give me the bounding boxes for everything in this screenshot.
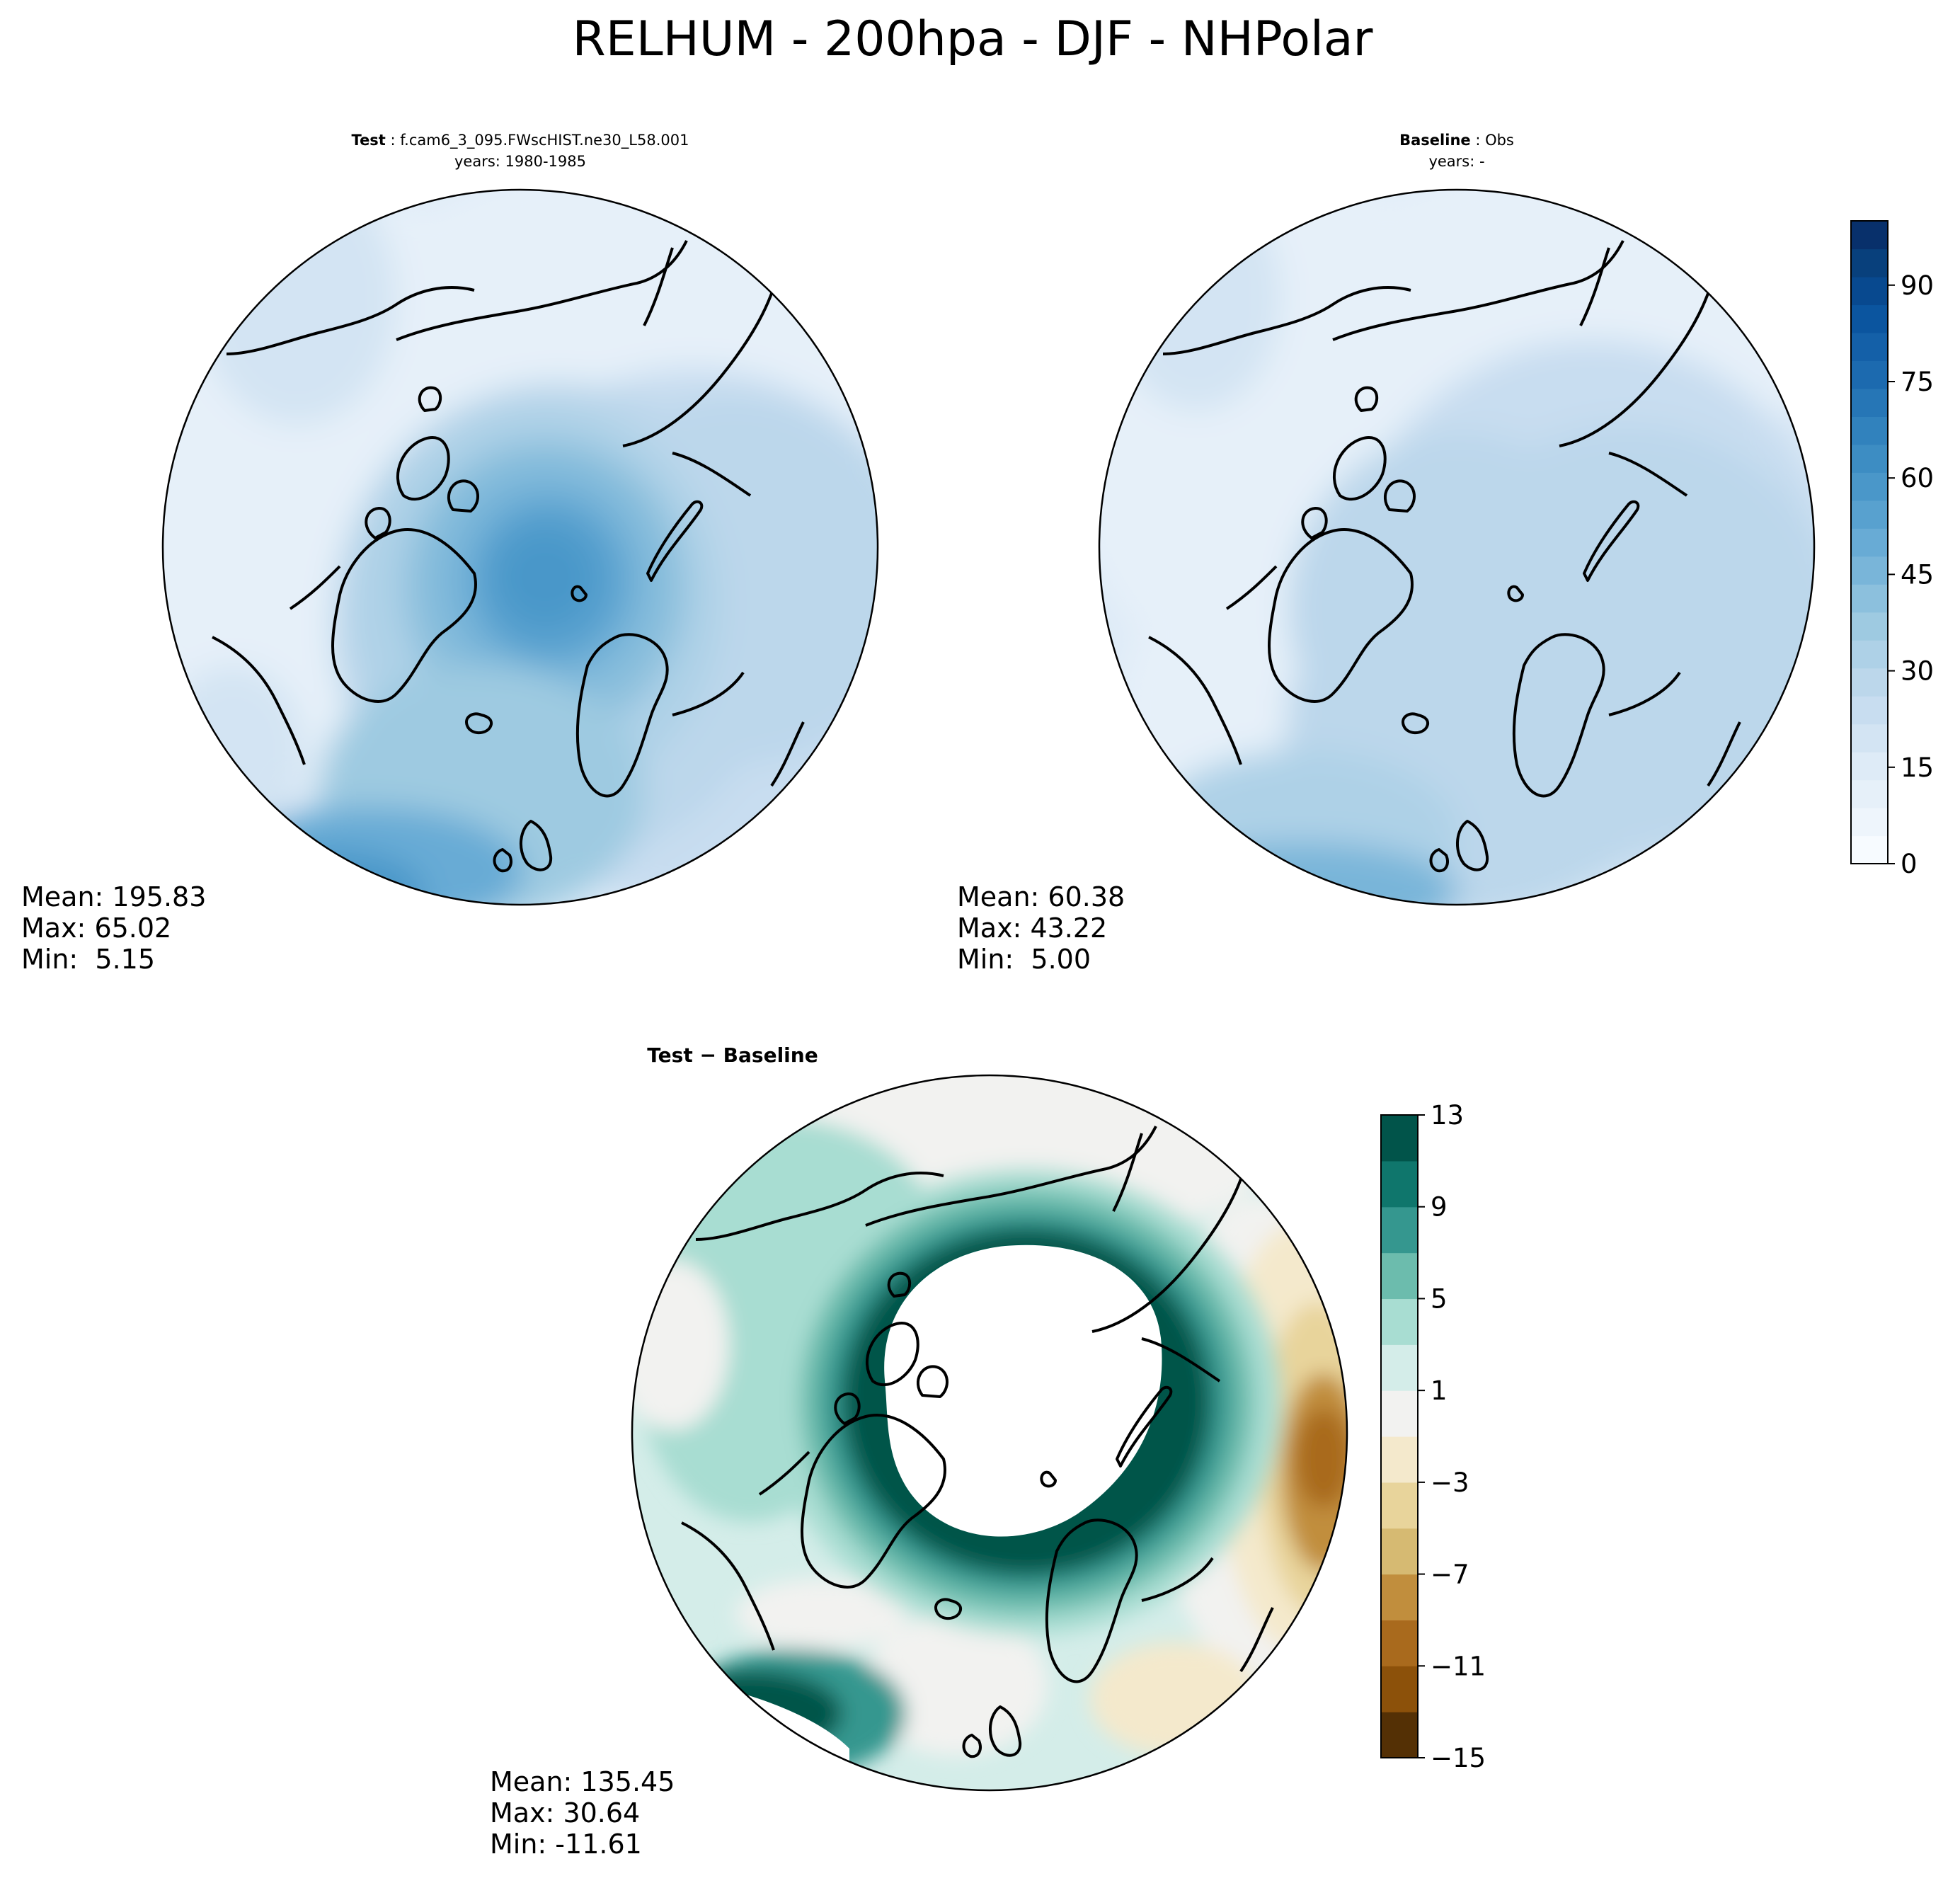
colorbar-diff-band	[1381, 1436, 1418, 1483]
stat-max-test: Max: 65.02	[21, 912, 171, 944]
colorbar-diff-tick-label: −11	[1431, 1651, 1486, 1681]
colorbar-main-band	[1851, 276, 1888, 306]
stat-max-difference: Max: 30.64	[490, 1797, 640, 1829]
panel-test: Test : f.cam6_3_095.FWscHIST.ne30_L58.00…	[21, 132, 879, 975]
polar-boundary-difference	[631, 1074, 1348, 1792]
figure-title: RELHUM - 200hpa - DJF - NHPolar	[573, 11, 1373, 67]
colorbar-main-band	[1851, 304, 1888, 333]
panel-baseline-title: Baseline : Obs	[1399, 132, 1514, 149]
colorbar-main-band	[1851, 556, 1888, 585]
colorbar-diff-band	[1381, 1620, 1418, 1666]
panel-test-title: Test : f.cam6_3_095.FWscHIST.ne30_L58.00…	[352, 132, 689, 149]
colorbar-main-band	[1851, 500, 1888, 529]
colorbar-diff-band	[1381, 1482, 1418, 1529]
colorbar-diff-frame	[1380, 1114, 1419, 1758]
colorbar-diff: −15 −11 −7 −3 1 5 9 13	[1380, 1100, 1486, 1773]
colorbar-diff-bands	[1381, 1115, 1418, 1758]
colorbar-diff-tick-label: −3	[1431, 1468, 1469, 1498]
colorbar-main-band	[1851, 808, 1888, 837]
polar-map-difference	[632, 1075, 1347, 1790]
stat-mean-difference: Mean: 135.45	[490, 1766, 675, 1797]
colorbar-main-band	[1851, 221, 1888, 250]
colorbar-diff-band	[1381, 1298, 1418, 1345]
colorbar-main-band	[1851, 723, 1888, 753]
colorbar-diff-ticks: −15 −11 −7 −3 1 5 9 13	[1418, 1100, 1486, 1773]
stat-mean-test: Mean: 195.83	[21, 881, 206, 912]
colorbar-diff-tick-label: 1	[1431, 1375, 1448, 1406]
colorbar-main-band	[1851, 752, 1888, 781]
colorbar-main-tick-label: 45	[1901, 559, 1934, 590]
colorbar-main-tick-label: 30	[1901, 656, 1934, 687]
colorbar-diff-tick-label: −15	[1431, 1743, 1486, 1773]
colorbar-diff-band	[1381, 1712, 1418, 1758]
colorbar-main-band	[1851, 584, 1888, 613]
stat-min-baseline: Min: 5.00	[957, 944, 1091, 975]
missing-data-region	[884, 1245, 1162, 1537]
panel-difference: Test − Baseline	[490, 1043, 1348, 1860]
colorbar-main-bands	[1851, 221, 1888, 864]
colorbar-diff-band	[1381, 1528, 1418, 1575]
polar-map-baseline	[1099, 190, 1814, 905]
colorbar-diff-band	[1381, 1344, 1418, 1391]
colorbar-main-band	[1851, 835, 1888, 864]
colorbar-main-band	[1851, 248, 1888, 278]
colorbar-main-tick-label: 15	[1901, 753, 1934, 783]
colorbar-main-band	[1851, 779, 1888, 808]
colorbar-main: 0 15 30 45 60 75 90	[1850, 220, 1934, 879]
colorbar-main-band	[1851, 388, 1888, 417]
stat-mean-baseline: Mean: 60.38	[957, 881, 1125, 912]
colorbar-main-ticks: 0 15 30 45 60 75 90	[1888, 270, 1934, 879]
colorbar-main-band	[1851, 472, 1888, 501]
colorbar-main-tick-label: 75	[1901, 367, 1934, 397]
colorbar-main-frame	[1850, 220, 1889, 864]
colorbar-diff-tick-label: 5	[1431, 1283, 1448, 1314]
colorbar-main-band	[1851, 360, 1888, 389]
colorbar-diff-band	[1381, 1206, 1418, 1254]
polar-boundary-test	[161, 188, 879, 906]
colorbar-main-tick-label: 90	[1901, 270, 1934, 301]
colorbar-diff-tick-label: 9	[1431, 1192, 1448, 1223]
panel-baseline-subtitle: years: -	[1428, 153, 1484, 170]
colorbar-diff-band	[1381, 1574, 1418, 1621]
colorbar-main-band	[1851, 528, 1888, 557]
colorbar-main-tick-label: 0	[1901, 849, 1918, 879]
polar-boundary-baseline	[1098, 188, 1816, 906]
panel-baseline: Baseline : Obs years: - Mean: 60.38 M	[957, 132, 1816, 975]
colorbar-diff-band	[1381, 1115, 1418, 1162]
colorbar-main-band	[1851, 332, 1888, 361]
colorbar-main-band	[1851, 696, 1888, 725]
stat-min-test: Min: 5.15	[21, 944, 155, 975]
colorbar-diff-band	[1381, 1390, 1418, 1437]
colorbar-main-band	[1851, 668, 1888, 697]
polar-map-test	[163, 190, 878, 905]
panel-difference-title: Test − Baseline	[647, 1043, 818, 1067]
colorbar-diff-band	[1381, 1666, 1418, 1712]
panel-test-subtitle: years: 1980-1985	[454, 153, 586, 170]
colorbar-main-tick-label: 60	[1901, 463, 1934, 493]
colorbar-diff-band	[1381, 1252, 1418, 1300]
colorbar-diff-band	[1381, 1160, 1418, 1208]
colorbar-main-band	[1851, 612, 1888, 641]
colorbar-diff-tick-label: −7	[1431, 1560, 1469, 1590]
colorbar-main-band	[1851, 640, 1888, 669]
colorbar-main-band	[1851, 416, 1888, 445]
colorbar-main-band	[1851, 444, 1888, 473]
stat-max-baseline: Max: 43.22	[957, 912, 1107, 944]
stat-min-difference: Min: -11.61	[490, 1829, 642, 1860]
colorbar-diff-tick-label: 13	[1431, 1100, 1464, 1131]
